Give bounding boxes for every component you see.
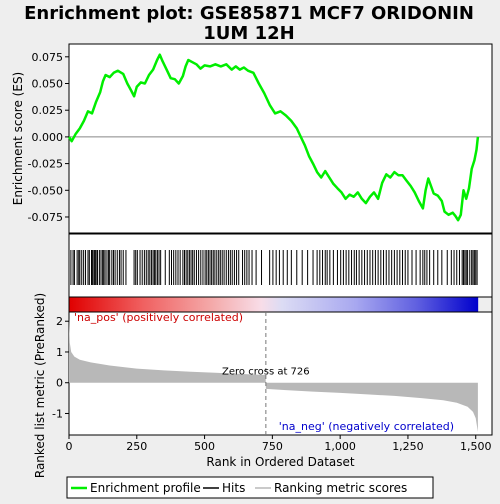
rank-gradient-fill bbox=[69, 297, 479, 312]
es-y-tick-label: 0.050 bbox=[32, 78, 64, 91]
metric-y-tick-label: -1 bbox=[52, 407, 63, 420]
legend-label-hits: Hits bbox=[222, 481, 245, 495]
metric-y-tick-label: 1 bbox=[56, 346, 63, 359]
es-plot-area bbox=[68, 43, 493, 234]
x-tick-label: 500 bbox=[194, 440, 215, 453]
hits-area bbox=[68, 233, 493, 298]
legend-box bbox=[66, 476, 434, 499]
chart-title-line-2: 1UM 12H bbox=[203, 23, 294, 44]
hits-panel bbox=[68, 233, 493, 298]
legend-label-enrichment-profile: Enrichment profile bbox=[90, 481, 201, 495]
x-tick-label: 750 bbox=[262, 440, 283, 453]
ranking-metric-area bbox=[69, 318, 478, 432]
legend-label-ranking-metric: Ranking metric scores bbox=[274, 481, 407, 495]
es-y-tick-label: -0.075 bbox=[28, 211, 63, 224]
chart-title-line-1: Enrichment plot: GSE85871 MCF7 ORIDONIN bbox=[24, 3, 474, 24]
ranked-metric-panel: 2 1 0 -1 Zero cross at 726 'na_pos' (positive… bbox=[33, 293, 493, 478]
es-y-tick-label: -0.025 bbox=[28, 158, 63, 171]
es-panel: 0.075 0.050 0.025 0.000 -0.025 -0.050 -0.075En… bbox=[11, 43, 493, 234]
negative-correlation-label: 'na_neg' (negatively correlated) bbox=[279, 420, 454, 433]
es-y-axis-label: Enrichment score (ES) bbox=[11, 72, 25, 205]
x-tick-label: 1,000 bbox=[324, 440, 356, 453]
x-tick-label: 1,500 bbox=[460, 440, 492, 453]
x-tick-label: 250 bbox=[126, 440, 147, 453]
es-y-tick-label: 0.000 bbox=[32, 131, 64, 144]
enrichment-profile-line bbox=[67, 53, 480, 222]
x-axis-label: Rank in Ordered Dataset bbox=[206, 455, 354, 469]
es-y-tick-label: 0.075 bbox=[32, 51, 64, 64]
x-axis: 0 250 500 750 1,000 1,250 1,500 Rank in Ordered… bbox=[66, 435, 492, 469]
es-y-tick-label: -0.050 bbox=[28, 184, 63, 197]
metric-y-axis-label: Ranked list metric (PreRanked) bbox=[33, 293, 47, 478]
rank-gradient-bar bbox=[68, 296, 493, 313]
es-y-tick-label: 0.025 bbox=[32, 104, 64, 117]
zero-cross-label: Zero cross at 726 bbox=[222, 367, 310, 378]
x-tick-label: 1,250 bbox=[392, 440, 424, 453]
metric-y-tick-label: 0 bbox=[56, 377, 63, 390]
positive-correlation-label: 'na_pos' (positively correlated) bbox=[74, 311, 243, 324]
metric-y-tick-label: 2 bbox=[56, 315, 63, 328]
legend: Enrichment profile Hits Ranking metric sco… bbox=[66, 476, 434, 499]
x-tick-label: 0 bbox=[66, 440, 73, 453]
